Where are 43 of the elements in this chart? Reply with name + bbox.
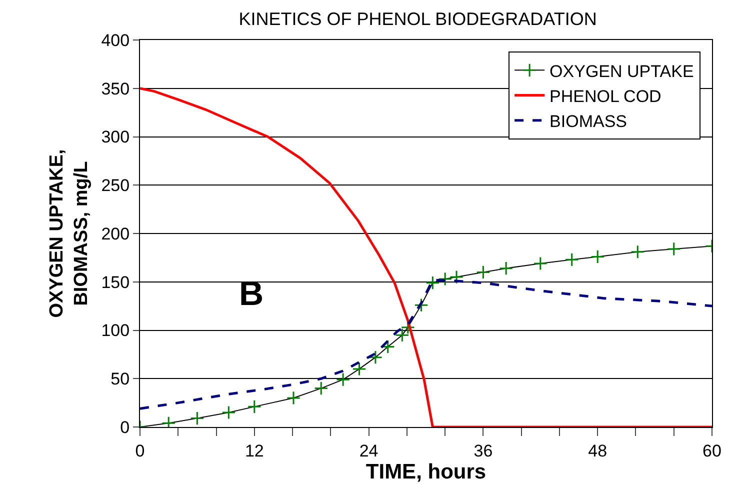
legend-label: OXYGEN UPTAKE: [550, 62, 694, 81]
point: [352, 362, 366, 376]
point: [564, 252, 579, 267]
annotation: B: [239, 275, 264, 313]
chart-title: KINETICS OF PHENOL BIODEGRADATION: [238, 8, 597, 29]
x-tick-label: 12: [244, 441, 264, 460]
y-tick-label: 150: [101, 272, 130, 292]
point: [336, 372, 350, 387]
y-tick-label: 200: [101, 224, 130, 244]
point: [426, 276, 440, 290]
point: [449, 270, 464, 284]
y-axis-title: OXYGEN UPTAKE, BIOMASS, mg/L: [46, 149, 92, 318]
y-tick-label: 400: [101, 30, 130, 50]
y-tick-label: 100: [101, 321, 130, 340]
y-tick-label: 50: [110, 370, 130, 389]
point: [476, 265, 490, 280]
point: [630, 244, 645, 259]
point: [666, 242, 681, 256]
point: [395, 328, 410, 342]
y-tick-label: 0: [120, 418, 130, 437]
point: [438, 272, 452, 286]
y-tick-label: 300: [101, 128, 130, 147]
x-tick-label: 36: [474, 441, 493, 460]
line-series: [140, 278, 712, 410]
point: [414, 298, 428, 312]
x-tick-label: 60: [702, 441, 722, 460]
x-tick-label: 48: [588, 441, 608, 460]
x-tick-label: 0: [135, 441, 145, 460]
point: [247, 400, 262, 414]
point: [286, 390, 301, 406]
point: [314, 381, 328, 396]
point: [368, 350, 383, 364]
y-tick-label: 250: [101, 176, 130, 196]
y-tick-label: 350: [101, 79, 130, 98]
point: [222, 405, 236, 420]
point: [499, 261, 514, 276]
point: [533, 256, 548, 271]
point: [590, 250, 605, 264]
x-axis-title: TIME, hours: [366, 460, 486, 484]
point: [190, 411, 204, 426]
legend-label: PHENOL COD: [550, 86, 662, 106]
x-tick-label: 24: [359, 441, 378, 460]
legend-label: BIOMASS: [550, 112, 628, 131]
